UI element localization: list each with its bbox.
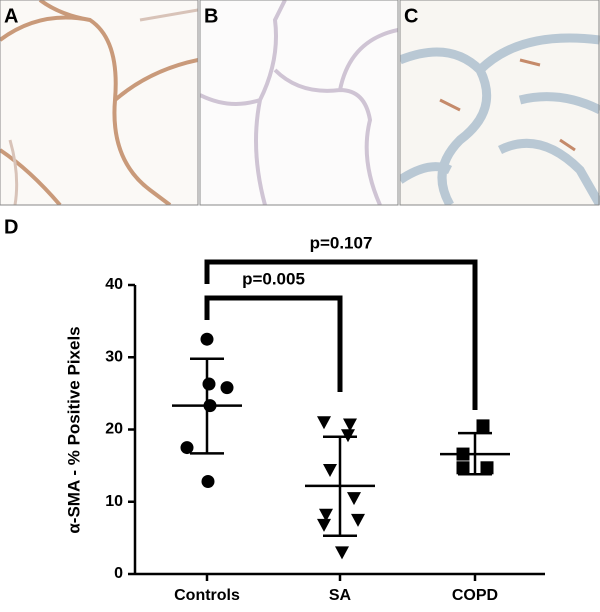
- data-point: [480, 461, 494, 475]
- data-point: [201, 475, 215, 489]
- data-point: [200, 332, 214, 346]
- data-point: [351, 513, 365, 527]
- micrograph-c: [400, 0, 600, 205]
- data-point: [476, 419, 490, 433]
- data-point: [317, 416, 331, 430]
- panel-label: D: [4, 216, 18, 238]
- data-point: [343, 418, 357, 432]
- micrograph-a: [0, 0, 198, 205]
- y-tick-label: 30: [105, 348, 123, 365]
- data-point: [456, 461, 470, 475]
- significance-bracket: [204, 259, 478, 410]
- micrograph-b: [200, 0, 398, 205]
- x-tick-label: Controls: [174, 587, 240, 604]
- data-point: [335, 546, 349, 560]
- y-tick-label: 20: [105, 421, 123, 438]
- panel-frame: [199, 0, 399, 206]
- data-point: [323, 463, 337, 477]
- y-tick-label: 40: [105, 276, 123, 293]
- x-tick-label: COPD: [452, 587, 498, 604]
- panel-label: A: [4, 5, 18, 27]
- y-tick-label: 0: [114, 565, 123, 582]
- y-axis-label: α-SMA - % Positive Pixels: [64, 326, 83, 533]
- panel-frame: [0, 0, 199, 206]
- panel-frame: [399, 0, 600, 206]
- data-point: [220, 381, 234, 395]
- data-point: [180, 441, 194, 455]
- panel-label: B: [204, 5, 218, 27]
- data-point: [319, 508, 333, 522]
- y-tick-label: 10: [105, 493, 123, 510]
- x-tick-label: SA: [329, 587, 352, 604]
- p-value: p=0.005: [242, 269, 305, 288]
- data-point: [347, 492, 361, 506]
- panel-label: C: [404, 5, 418, 27]
- p-value: p=0.107: [310, 233, 373, 252]
- data-point: [317, 518, 331, 532]
- significance-bracket: [204, 295, 343, 392]
- data-point: [202, 377, 216, 391]
